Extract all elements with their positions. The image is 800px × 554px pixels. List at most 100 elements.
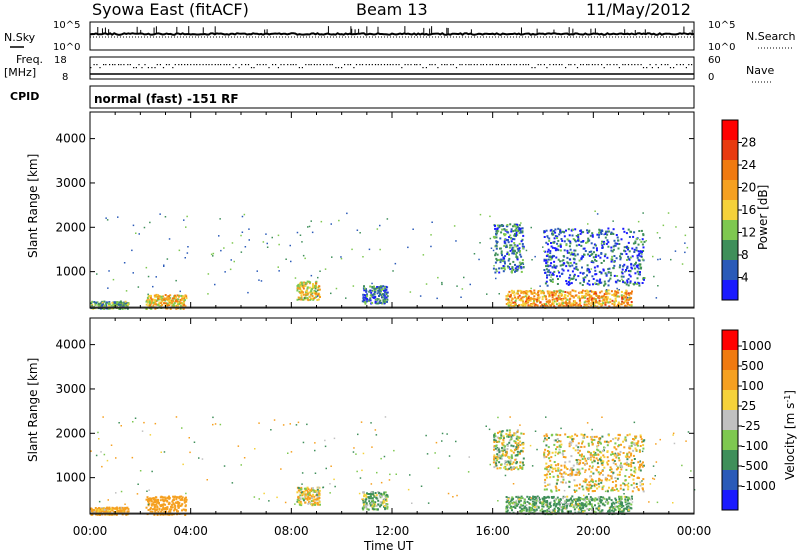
velocity-echo-cell — [549, 459, 552, 462]
nave-dot — [220, 64, 222, 66]
power-echo-cell — [298, 286, 301, 289]
power-echo-cell — [494, 252, 497, 255]
power-echo-cell — [548, 300, 551, 303]
velocity-echo-cell — [625, 468, 628, 471]
power-echo-cell — [156, 294, 159, 297]
power-echo-cell — [546, 264, 549, 267]
power-echo-cell — [463, 276, 465, 279]
power-echo-cell — [593, 304, 596, 307]
velocity-echo-cell — [584, 478, 587, 481]
power-echo-cell — [105, 302, 108, 305]
power-echo-cell — [309, 298, 312, 301]
velocity-echo-cell — [656, 501, 659, 504]
velocity-echo-cell — [541, 505, 544, 508]
nave-dot — [96, 64, 98, 66]
velocity-echo-cell — [372, 503, 375, 506]
power-echo-cell — [304, 293, 307, 296]
velocity-echo-cell — [298, 502, 301, 505]
power-echo-cell — [639, 250, 642, 253]
velocity-echo-cell — [641, 480, 643, 482]
nave-dot — [118, 64, 120, 66]
velocity-echo-cell — [578, 470, 581, 473]
velocity-echo-cell — [634, 468, 637, 471]
velocity-echo-cell — [446, 433, 448, 435]
power-echo-cell — [561, 239, 564, 242]
power-echo-cell — [552, 273, 555, 276]
power-echo-cell — [560, 272, 563, 275]
power-echo-cell — [618, 243, 621, 245]
power-echo-cell — [378, 295, 380, 297]
nave-dot — [489, 64, 491, 66]
power-echo-cell — [184, 257, 186, 259]
velocity-echo-cell — [593, 456, 595, 459]
power-echo-cell — [627, 301, 630, 304]
power-echo-cell — [518, 264, 521, 267]
velocity-echo-cell — [563, 471, 566, 474]
velocity-echo-cell — [561, 452, 564, 455]
velocity-echo-cell — [557, 467, 560, 470]
velocity-echo-cell — [543, 481, 546, 484]
velocity-echo-cell — [268, 500, 270, 502]
power-echo-cell — [116, 302, 119, 305]
power-echo-cell — [562, 290, 565, 293]
power-echo-cell — [507, 259, 510, 262]
velocity-echo-cell — [559, 446, 562, 448]
power-echo-cell — [422, 254, 425, 256]
power-echo-cell — [533, 295, 536, 298]
nave-dot — [425, 67, 427, 69]
velocity-echo-cell — [294, 503, 296, 505]
power-y-tick-label: 4000 — [55, 132, 86, 146]
power-echo-cell — [495, 257, 498, 260]
power-echo-cell — [593, 266, 596, 269]
velocity-echo-cell — [150, 500, 153, 503]
power-echo-cell — [597, 236, 600, 239]
velocity-echo-cell — [587, 457, 590, 460]
velocity-echo-cell — [375, 508, 378, 511]
velocity-echo-cell — [493, 435, 496, 438]
power-echo-cell — [626, 303, 629, 305]
power-echo-cell — [548, 274, 551, 277]
velocity-echo-cell — [615, 456, 618, 459]
power-echo-cell — [564, 297, 567, 300]
power-echo-cell — [602, 268, 605, 271]
velocity-echo-cell — [316, 498, 319, 501]
power-echo-cell — [248, 239, 250, 241]
power-echo-cell — [499, 237, 502, 240]
velocity-echo-cell — [548, 483, 551, 486]
velocity-echo-cell — [590, 498, 593, 501]
nave-dot — [565, 67, 567, 69]
velocity-echo-cell — [530, 497, 532, 499]
power-echo-cell — [517, 292, 519, 295]
power-echo-cell — [580, 291, 583, 294]
power-echo-cell — [179, 307, 182, 310]
power-echo-cell — [112, 278, 115, 281]
power-echo-cell — [527, 304, 530, 307]
power-echo-cell — [489, 237, 492, 240]
power-echo-cell — [561, 304, 564, 307]
velocity-echo-cell — [633, 466, 636, 469]
velocity-echo-cell — [314, 472, 317, 474]
velocity-echo-cell — [576, 484, 578, 487]
velocity-echo-cell — [595, 453, 598, 456]
velocity-echo-cell — [543, 439, 546, 442]
velocity-echo-cell — [504, 445, 507, 448]
velocity-echo-cell — [597, 479, 600, 482]
power-echo-cell — [543, 250, 545, 252]
velocity-echo-cell — [168, 510, 170, 513]
velocity-echo-cell — [164, 499, 167, 502]
velocity-echo-cell — [546, 509, 549, 512]
power-echo-cell — [572, 277, 575, 280]
velocity-echo-cell — [589, 458, 592, 461]
velocity-echo-cell — [151, 497, 153, 500]
velocity-echo-cell — [178, 497, 181, 500]
power-echo-cell — [588, 298, 591, 301]
power-echo-cell — [549, 292, 552, 294]
velocity-echo-cell — [184, 508, 187, 511]
velocity-echo-cell — [642, 490, 645, 493]
power-echo-cell — [571, 295, 574, 298]
velocity-echo-cell — [606, 463, 609, 466]
velocity-echo-cell — [172, 495, 175, 498]
velocity-echo-cell — [618, 471, 621, 474]
velocity-echo-cell — [617, 437, 620, 440]
power-echo-cell — [316, 295, 319, 297]
